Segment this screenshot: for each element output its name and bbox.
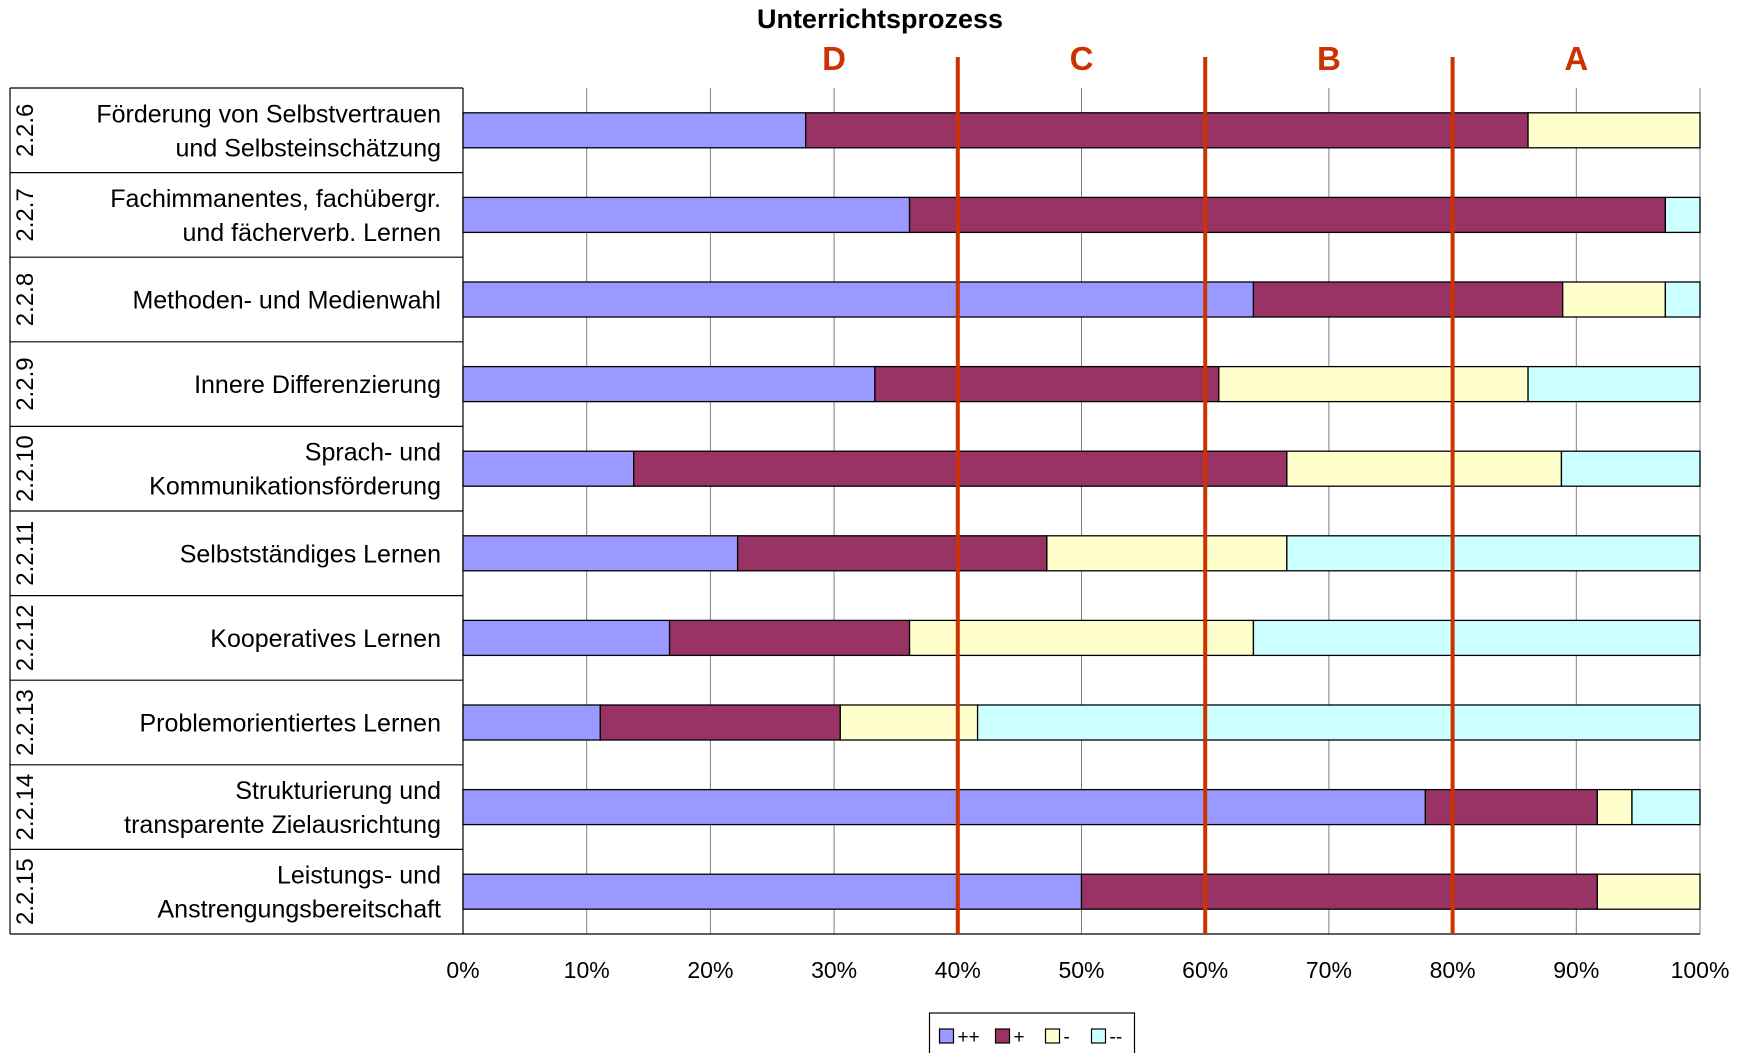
- category-label: Förderung von Selbstvertrauen: [96, 100, 441, 128]
- bar-segment: [1527, 112, 1701, 149]
- bar-segment: [839, 704, 979, 741]
- category-label: und fächerverb. Lernen: [182, 219, 441, 247]
- legend-label: -: [1064, 1027, 1070, 1048]
- x-tick-label: 90%: [1553, 957, 1599, 983]
- x-tick-label: 40%: [935, 957, 981, 983]
- legend-label: --: [1110, 1027, 1123, 1048]
- bar-segment: [976, 704, 1701, 741]
- zone-label: A: [1564, 40, 1588, 77]
- category-label: Anstrengungsbereitschaft: [157, 896, 441, 924]
- x-tick-label: 100%: [1671, 957, 1730, 983]
- category-label: Sprach- und: [305, 439, 441, 467]
- bar-segment: [462, 535, 739, 572]
- zone-label: D: [822, 40, 846, 77]
- x-tick-label: 10%: [564, 957, 610, 983]
- bar-segment: [599, 704, 841, 741]
- category-code: 2.2.6: [12, 104, 39, 157]
- category-code: 2.2.14: [12, 774, 39, 841]
- bar-segment: [1252, 619, 1701, 657]
- category-label: und Selbsteinschätzung: [176, 134, 441, 162]
- category-code: 2.2.8: [12, 273, 39, 326]
- category-code: 2.2.10: [12, 435, 39, 502]
- category-label: Innere Differenzierung: [194, 371, 441, 399]
- x-tick-label: 60%: [1182, 957, 1228, 983]
- bar-segment: [1218, 365, 1529, 403]
- x-tick-label: 80%: [1430, 957, 1476, 983]
- legend-label: ++: [958, 1027, 980, 1048]
- bar-segment: [908, 619, 1255, 657]
- category-label: Fachimmanentes, fachübergr.: [110, 185, 441, 213]
- x-tick-label: 0%: [446, 957, 479, 983]
- legend-swatch: [994, 1028, 1011, 1044]
- category-code: 2.2.7: [12, 188, 39, 241]
- bar-segment: [1560, 450, 1701, 487]
- bar-segment: [1252, 281, 1564, 318]
- category-label: Selbstständiges Lernen: [180, 540, 441, 568]
- category-label: Strukturierung und: [235, 777, 441, 805]
- bar-segment: [1286, 450, 1563, 487]
- legend-swatch: [1090, 1028, 1107, 1044]
- bar-segment: [462, 704, 601, 741]
- category-label: Problemorientiertes Lernen: [139, 710, 441, 738]
- chart-title: Unterrichtsprozess: [757, 4, 1003, 34]
- category-label: Kommunikationsförderung: [149, 473, 441, 501]
- bar-segment: [633, 450, 1288, 487]
- x-tick-label: 70%: [1306, 957, 1352, 983]
- category-code: 2.2.12: [12, 605, 39, 672]
- legend: ++ + - --: [928, 1012, 1136, 1058]
- bar-segment: [736, 535, 1048, 572]
- zone-label: C: [1070, 40, 1094, 77]
- category-code: 2.2.15: [12, 858, 39, 925]
- bar-segment: [1080, 873, 1598, 910]
- bar-segment: [668, 619, 911, 657]
- bar-segment: [804, 112, 1529, 149]
- category-code: 2.2.11: [12, 521, 39, 586]
- x-tick-label: 50%: [1058, 957, 1104, 983]
- zone-label: B: [1317, 40, 1341, 77]
- bar-segment: [462, 365, 876, 403]
- bar-segment: [1596, 788, 1633, 826]
- bar-segment: [462, 873, 1083, 910]
- category-code: 2.2.13: [12, 689, 39, 756]
- bar-segment: [1562, 281, 1667, 318]
- bar-segment: [1527, 365, 1701, 403]
- bar-segment: [462, 450, 635, 487]
- bar-segment: [462, 196, 911, 234]
- category-label: Methoden- und Medienwahl: [132, 287, 441, 315]
- bar-segment: [462, 788, 1427, 826]
- bar-segment: [462, 112, 807, 149]
- x-tick-label: 20%: [687, 957, 733, 983]
- bar-segment: [1286, 535, 1701, 572]
- bar-segment: [462, 619, 671, 657]
- bar-segment: [1046, 535, 1288, 572]
- category-code: 2.2.9: [12, 357, 39, 410]
- bar-segment: [874, 365, 1220, 403]
- legend-label: +: [1014, 1027, 1025, 1048]
- legend-swatch: [938, 1028, 955, 1044]
- category-label: Leistungs- und: [277, 862, 441, 890]
- bar-segment: [908, 196, 1667, 234]
- bar-segment: [1664, 281, 1701, 318]
- bar-segment: [462, 281, 1255, 318]
- bar-segment: [1596, 873, 1701, 910]
- category-label: Kooperatives Lernen: [210, 625, 441, 653]
- category-label: transparente Zielausrichtung: [124, 811, 441, 839]
- legend-swatch: [1044, 1028, 1061, 1044]
- x-tick-label: 30%: [811, 957, 857, 983]
- bar-segment: [1664, 196, 1701, 234]
- bar-segment: [1631, 788, 1701, 826]
